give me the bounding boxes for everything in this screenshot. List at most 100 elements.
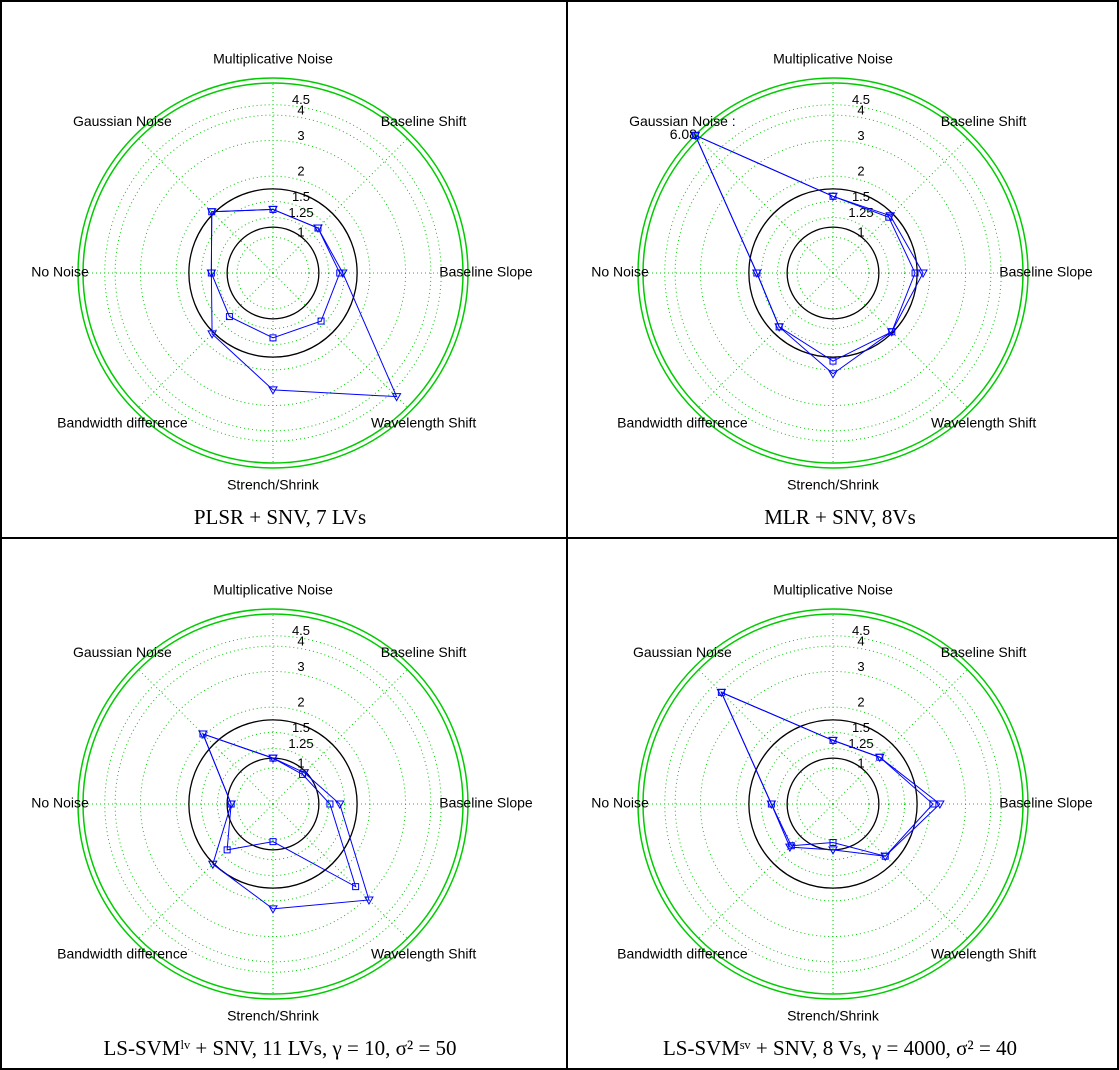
series-line [694,134,916,362]
triangle-marker [391,393,402,402]
axis-label: Bandwidth difference [57,414,188,430]
square-marker [269,754,277,762]
axis-label: Multiplicative Noise [213,582,333,598]
axis-label: Strench/Shrink [227,1008,320,1024]
series-line [210,208,341,339]
square-marker [326,800,334,808]
square-marker [787,842,795,850]
axis-label: Baseline Shift [381,113,467,129]
triangle-marker [268,905,278,914]
grid-circle [664,635,1002,973]
axis-label: Bandwidth difference [617,945,748,961]
square-marker [691,131,699,139]
axis-label: Gaussian Noise [73,644,172,660]
grid-circle [664,104,1002,442]
r-tick-label: 4.5 [852,623,870,638]
square-marker [207,269,215,277]
grid-circle [114,114,432,432]
outer-ring [642,613,1024,995]
grid-circle [104,635,442,973]
r-tick-label: 4 [857,634,864,649]
grid-circle [776,216,890,330]
square-marker [829,192,837,200]
caption: MLR + SNV, 8Vs [764,505,916,529]
outer-ring [637,608,1029,1000]
axis-label: No Noise [591,264,649,280]
grid-circle [216,216,330,330]
r-tick-label: 1 [297,756,304,771]
r-tick-label: 4 [297,103,304,118]
grid-circle [735,175,931,371]
square-marker [829,736,837,744]
grid-circle [236,236,310,310]
triangle-marker [934,800,945,810]
square-marker [227,800,235,808]
grid-circle [776,747,890,861]
axis-label: Bandwidth difference [617,414,748,430]
square-marker [881,852,889,860]
axis-label: Wavelength Shift [371,945,476,961]
grid-circle [139,670,407,938]
reference-circle [748,188,918,358]
caption: LS-SVMˡᵛ + SNV, 11 LVs, γ = 10, σ² = 50 [103,1036,456,1060]
grid-circle [139,139,407,407]
axis-label: Wavelength Shift [371,414,476,430]
square-marker [829,838,837,846]
grid-circle [114,645,432,963]
square-marker [829,357,837,365]
r-tick-label: 1 [857,225,864,240]
r-tick-label: 1.25 [288,736,313,751]
grid-circle [760,200,906,346]
square-marker [717,688,725,696]
spoke [138,272,274,408]
outer-ring [77,77,469,469]
r-tick-label: 1.25 [288,205,313,220]
r-tick-label: 3 [857,659,864,674]
grid-circle [699,139,967,407]
value-label: 6.08 [670,126,697,142]
square-marker [929,800,937,808]
axis-label: Strench/Shrink [787,477,880,493]
spoke [138,803,274,939]
spoke [138,138,274,274]
grid-circle [175,175,371,371]
axis-label: Multiplicative Noise [773,582,893,598]
square-marker [199,730,207,738]
axis-label: Wavelength Shift [931,945,1036,961]
triangle-marker [918,269,928,279]
r-tick-label: 3 [297,659,304,674]
grid-circle [104,104,442,442]
axis-label: Baseline Shift [381,644,467,660]
r-tick-label: 2 [297,695,304,710]
triangle-marker [299,769,310,778]
axis-label: Strench/Shrink [787,1008,880,1024]
reference-circle [188,719,358,889]
triangle-marker [828,370,838,379]
r-tick-label: 1.25 [848,736,873,751]
axis-label: No Noise [591,795,649,811]
r-tick-label: 4.5 [852,92,870,107]
square-marker [223,846,231,854]
r-tick-label: 1 [857,756,864,771]
spoke [832,803,968,939]
grid-circle [796,236,870,310]
spoke [698,803,834,939]
square-marker [911,269,919,277]
caption: PLSR + SNV, 7 LVs [194,505,366,529]
triangle-marker [268,386,278,395]
axis-label: Baseline Shift [941,113,1027,129]
reference-circle [786,226,880,320]
triangle-marker [207,860,218,870]
r-tick-label: 2 [857,164,864,179]
square-marker [225,313,233,321]
triangle-marker [207,330,217,339]
square-marker [767,800,775,808]
r-tick-label: 4.5 [292,623,310,638]
axis-label: Wavelength Shift [931,414,1036,430]
triangle-marker [364,896,374,905]
axis-label: Gaussian Noise [73,113,172,129]
series-line [720,691,934,857]
outer-ring [642,82,1024,464]
grid-circle [699,670,967,938]
